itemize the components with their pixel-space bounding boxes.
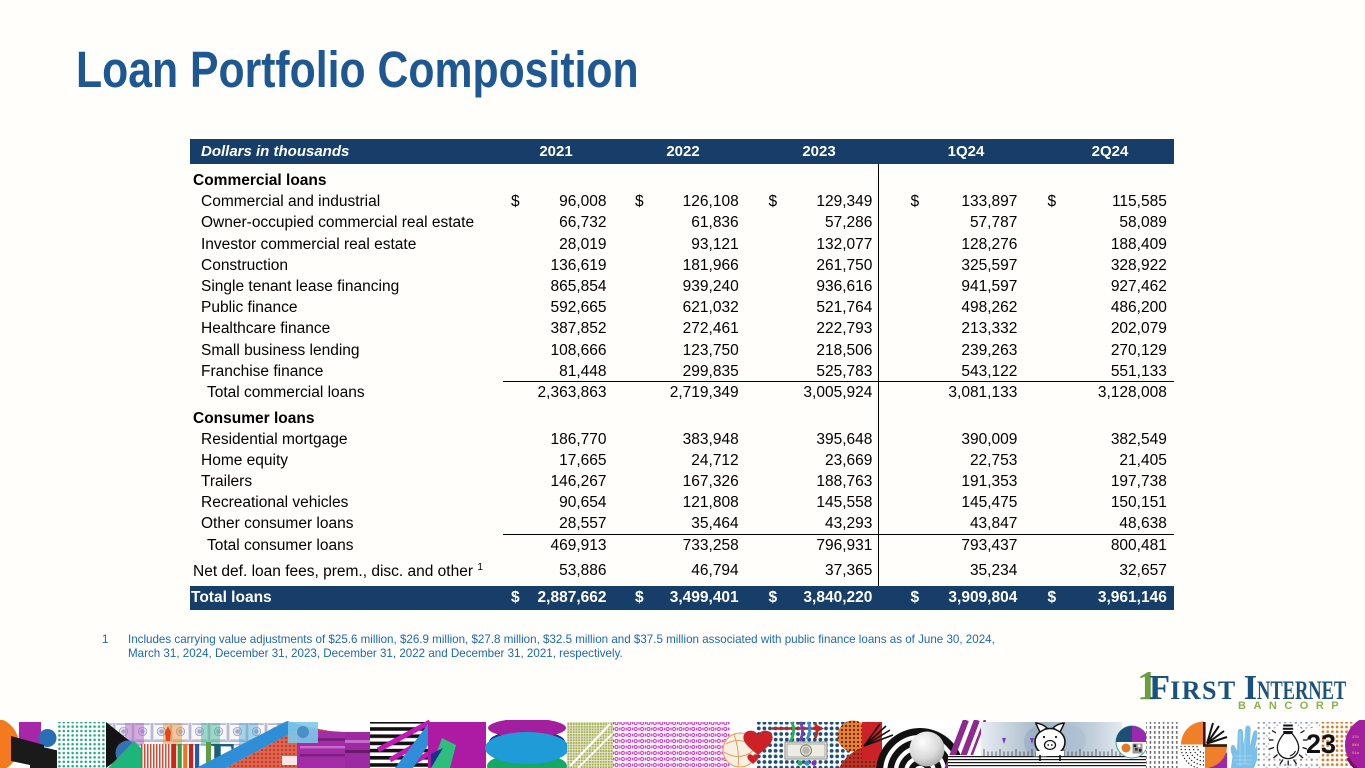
svg-text:51a: 51a <box>1352 752 1360 756</box>
svg-text:8%4: 8%4 <box>1352 744 1360 748</box>
svg-text:231: 231 <box>1352 736 1360 740</box>
